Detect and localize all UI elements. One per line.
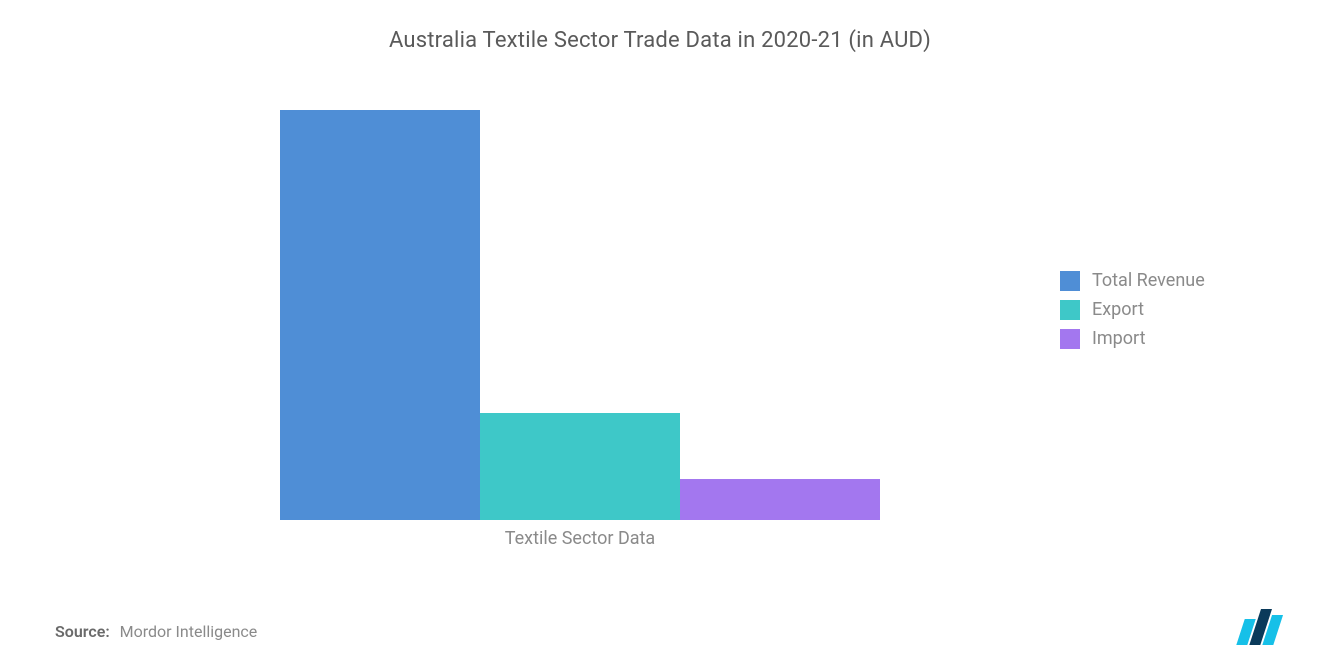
bar-export	[480, 413, 680, 520]
legend: Total Revenue Export Import	[1060, 270, 1280, 357]
legend-item-export: Export	[1060, 299, 1280, 320]
chart-title: Australia Textile Sector Trade Data in 2…	[0, 28, 1320, 53]
legend-item-total-revenue: Total Revenue	[1060, 270, 1280, 291]
source-attribution: Source: Mordor Intelligence	[55, 622, 257, 641]
legend-label: Import	[1092, 328, 1145, 349]
bar-group	[280, 110, 880, 520]
bar-import	[680, 479, 880, 520]
legend-item-import: Import	[1060, 328, 1280, 349]
legend-swatch	[1060, 300, 1080, 320]
chart-region: Textile Sector Data Total Revenue Export…	[60, 110, 1260, 550]
brand-logo-icon	[1234, 609, 1290, 645]
plot-area: Textile Sector Data	[280, 110, 880, 520]
legend-swatch	[1060, 329, 1080, 349]
x-axis-line	[280, 519, 880, 520]
source-text: Mordor Intelligence	[120, 622, 258, 641]
legend-label: Export	[1092, 299, 1144, 320]
bar-total-revenue	[280, 110, 480, 520]
x-axis-label: Textile Sector Data	[280, 528, 880, 549]
chart-container: Australia Textile Sector Trade Data in 2…	[0, 0, 1320, 665]
legend-label: Total Revenue	[1092, 270, 1205, 291]
legend-swatch	[1060, 271, 1080, 291]
source-label: Source:	[55, 622, 110, 641]
